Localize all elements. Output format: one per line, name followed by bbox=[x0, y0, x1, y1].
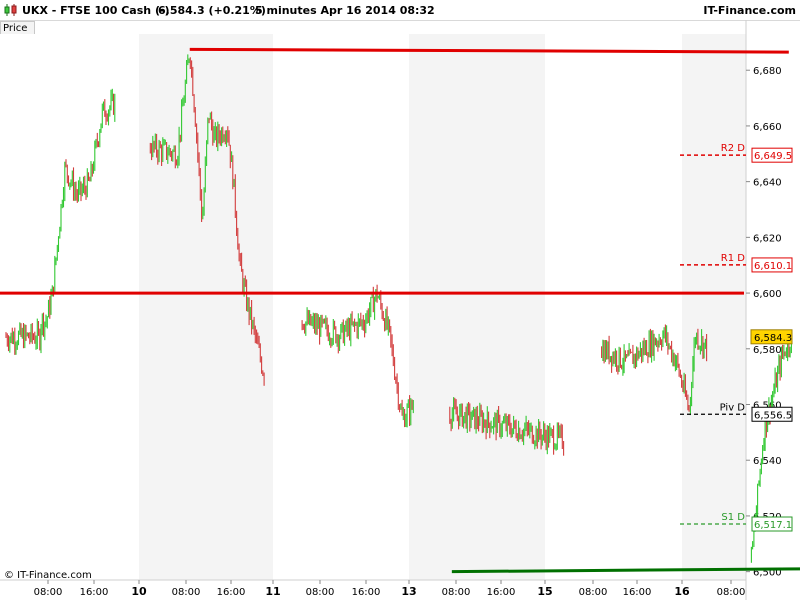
x-tick-label: 08:00 bbox=[306, 587, 335, 598]
x-tick-label: 13 bbox=[401, 585, 416, 598]
y-tick-label: 6,620 bbox=[753, 233, 782, 244]
pivot-level-value: 6,610.1 bbox=[754, 261, 792, 272]
last-price-value: 6,584.3 bbox=[754, 333, 792, 344]
x-tick-label: 16:00 bbox=[217, 587, 246, 598]
day-band bbox=[139, 34, 273, 580]
day-band bbox=[682, 34, 746, 580]
x-tick-label: 15 bbox=[537, 585, 552, 598]
pivot-level-name: R1 D bbox=[721, 253, 745, 264]
x-tick-label: 16:00 bbox=[487, 587, 516, 598]
pivot-level-value: 6,556.5 bbox=[754, 410, 792, 421]
pivot-level-box bbox=[751, 147, 793, 163]
pivot-level-name: R2 D bbox=[721, 143, 745, 154]
last-price-box bbox=[750, 329, 793, 345]
y-tick-label: 6,580 bbox=[753, 345, 782, 356]
price-series bbox=[5, 54, 792, 563]
x-tick-label: 16 bbox=[674, 585, 690, 598]
y-tick-label: 6,640 bbox=[753, 178, 782, 189]
y-tick-label: 6,540 bbox=[753, 456, 782, 467]
day-band bbox=[0, 34, 139, 580]
y-tick-label: 6,680 bbox=[753, 66, 782, 77]
x-tick-label: 08:00 bbox=[172, 587, 201, 598]
pivot-level-box bbox=[751, 257, 793, 273]
pivot-level-name: Piv D bbox=[720, 402, 746, 413]
x-tick-label: 08:00 bbox=[442, 587, 471, 598]
x-tick-label: 10 bbox=[131, 585, 147, 598]
support-line bbox=[451, 567, 800, 574]
day-band bbox=[545, 34, 682, 580]
y-tick-label: 6,600 bbox=[753, 289, 782, 300]
x-tick-label: 08:00 bbox=[717, 587, 746, 598]
y-tick-label: 6,660 bbox=[753, 122, 782, 133]
pivot-level-value: 6,517.1 bbox=[754, 520, 792, 531]
x-tick-label: 16:00 bbox=[352, 587, 381, 598]
y-tick-label: 6,560 bbox=[753, 401, 782, 412]
x-tick-label: 08:00 bbox=[579, 587, 608, 598]
copyright-label: © IT-Finance.com bbox=[4, 570, 92, 581]
pivot-level-name: S1 D bbox=[721, 512, 745, 523]
pivot-level-value: 6,649.5 bbox=[754, 151, 792, 162]
pivot-level-box bbox=[751, 516, 793, 532]
resistance-line bbox=[189, 47, 789, 54]
x-tick-label: 11 bbox=[265, 585, 280, 598]
x-tick-label: 08:00 bbox=[34, 587, 63, 598]
symbol-label: UKX - FTSE 100 Cash (-) bbox=[22, 4, 170, 17]
chart-header: UKX - FTSE 100 Cash (-) 6,584.3 (+0.21%)… bbox=[0, 0, 800, 21]
y-tick-label: 6,500 bbox=[753, 568, 782, 579]
candlestick-chart-icon[interactable] bbox=[4, 3, 18, 17]
day-band bbox=[273, 34, 409, 580]
x-tick-label: 16:00 bbox=[80, 587, 109, 598]
day-band bbox=[409, 34, 545, 580]
last-quote: 6,584.3 (+0.21%) bbox=[158, 4, 266, 17]
brand-label: IT-Finance.com bbox=[703, 4, 796, 17]
x-tick-label: 16:00 bbox=[623, 587, 652, 598]
pivot-level-box bbox=[751, 406, 793, 422]
timeframe-label: 5 minutes Apr 16 2014 08:32 bbox=[255, 4, 435, 17]
